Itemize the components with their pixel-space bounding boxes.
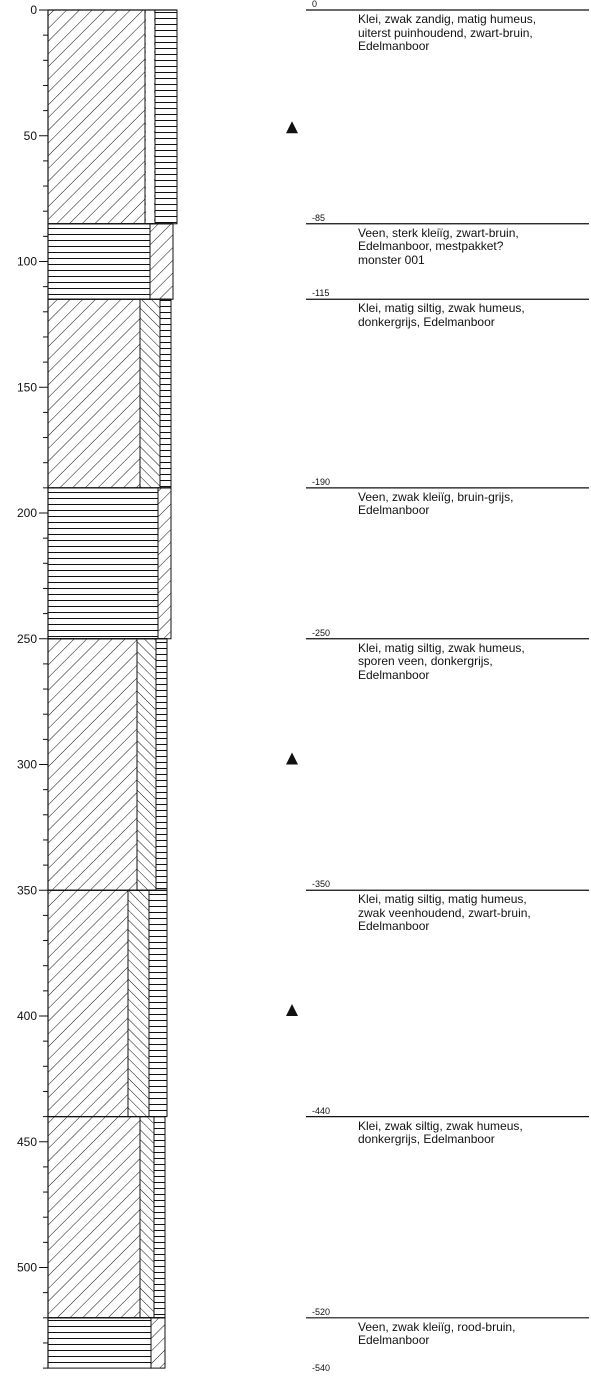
layer-peat-weakly-clayey: [47, 487, 172, 640]
layer-fill: [157, 487, 172, 640]
layer-description: Klei, matig siltig, zwak humeus, donkerg…: [358, 301, 525, 329]
layer-fill: [150, 1317, 166, 1369]
triangle-marker-icon: [286, 1003, 298, 1016]
layer-clay-silt-humus-peat: [47, 638, 168, 891]
layer-fill: [47, 1116, 141, 1319]
layer-fill: [47, 1317, 152, 1369]
layer-fill: [139, 1116, 155, 1319]
layer-fill: [47, 889, 129, 1118]
layer-boundary-lines: [306, 9, 589, 1319]
layer-depth-label: -115: [312, 288, 330, 299]
layer-fill: [47, 638, 138, 891]
layer-peat-clayey: [47, 223, 174, 300]
axis-tick-label: 350: [17, 883, 37, 897]
triangle-marker-icon: [286, 121, 298, 134]
layer-depth-label: -520: [312, 1306, 331, 1317]
layer-fill: [149, 223, 174, 300]
layer-fill: [47, 487, 159, 640]
layer-clay-silt-humus: [47, 298, 172, 489]
axis-tick-label: 150: [17, 380, 37, 394]
layer-fill: [47, 223, 151, 300]
layer-fill: [148, 889, 168, 1118]
layer-fill: [154, 9, 178, 225]
layer-fill: [153, 1116, 166, 1319]
lithology-column: [47, 9, 178, 1369]
layer-fill: [47, 298, 141, 489]
layer-depth-label: -350: [312, 879, 331, 890]
depth-axis: 0 50 100 150 200 250 300 350 400 450 500: [17, 3, 49, 1369]
layer-description: Klei, zwak zandig, matig humeus, uiterst…: [358, 12, 537, 53]
layer-depth-label: -85: [312, 212, 326, 223]
axis-tick-label: 400: [17, 1009, 37, 1023]
layer-depth-label: -440: [312, 1105, 331, 1116]
axis-tick-label: 50: [24, 129, 38, 143]
end-depth-label: -540: [312, 1363, 331, 1374]
axis-tick-label: 250: [17, 632, 37, 646]
layer-description: Veen, zwak kleiïg, rood-bruin, Edelmanbo…: [358, 1319, 516, 1348]
axis-tick-label: 450: [17, 1135, 37, 1149]
layer-depth-label: -190: [312, 476, 331, 487]
axis-tick-label: 300: [17, 758, 37, 772]
layer-fill: [136, 638, 157, 891]
layer-depth-label: 0: [312, 0, 318, 9]
layer-clay-sand-rubble: [47, 9, 178, 225]
layer-description: Veen, zwak kleiïg, bruin-grijs, Edelmanb…: [358, 489, 514, 518]
layer-description: Klei, matig siltig, zwak humeus, sporen …: [358, 640, 525, 682]
layer-clay-weak-silt: [47, 1115, 166, 1319]
layer-description: Klei, matig siltig, matig humeus, zwak v…: [358, 892, 531, 934]
layer-fill: [47, 9, 146, 225]
sample-markers: [286, 121, 298, 1016]
axis-tick-label: 200: [17, 506, 37, 520]
layer-fill: [144, 9, 156, 225]
layer-fill: [127, 889, 150, 1118]
layer-fill: [139, 298, 161, 489]
layer-description: Veen, sterk kleiïg, zwart-bruin, Edelman…: [358, 225, 519, 267]
layer-description: Klei, zwak siltig, zwak humeus, donkergr…: [358, 1118, 523, 1147]
layer-depth-label: -250: [312, 627, 331, 638]
axis-tick-label: 500: [17, 1261, 37, 1275]
axis-tick-label: 0: [30, 3, 37, 17]
axis-tick-label: 100: [17, 255, 37, 269]
layer-peat-red-brown: [47, 1317, 166, 1369]
layer-clay-silt-humus-peaty: [47, 889, 168, 1118]
triangle-marker-icon: [286, 752, 298, 765]
layer-fill: [159, 298, 172, 489]
layer-fill: [155, 638, 168, 891]
